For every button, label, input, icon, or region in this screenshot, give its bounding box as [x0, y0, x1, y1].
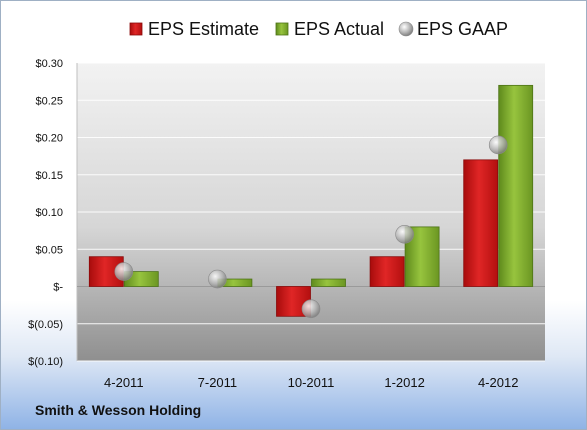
marker-eps-gaap — [301, 299, 321, 319]
x-tick-label: 4-2011 — [104, 375, 144, 390]
marker-eps-gaap — [488, 135, 508, 155]
y-tick-label: $0.05 — [35, 244, 63, 256]
legend-gaap-swatch — [398, 21, 414, 37]
y-tick-label: $0.15 — [35, 170, 63, 182]
company-name: Smith & Wesson Holding — [35, 402, 202, 418]
bar-eps-estimate — [463, 159, 499, 287]
x-tick-label: 10-2011 — [288, 375, 335, 390]
legend-gaap-label: EPS GAAP — [417, 19, 508, 39]
marker-eps-gaap — [395, 225, 414, 244]
bar-eps-estimate — [369, 256, 405, 287]
y-tick-label: $0.20 — [35, 133, 63, 145]
y-tick-label: $(0.05) — [28, 319, 63, 331]
y-tick-label: $(0.10) — [28, 356, 63, 368]
y-tick-label: $- — [53, 282, 63, 294]
bar-eps-actual — [311, 278, 346, 287]
y-tick-label: $0.10 — [35, 207, 63, 219]
marker-eps-gaap — [208, 269, 227, 289]
y-tick-label: $0.30 — [35, 58, 63, 70]
legend-estimate-swatch — [129, 22, 143, 36]
legend-actual-swatch — [275, 22, 289, 36]
bar-eps-estimate — [276, 286, 311, 317]
x-tick-label: 7-2011 — [198, 375, 238, 390]
y-tick-label: $0.25 — [35, 95, 63, 107]
legend-estimate-label: EPS Estimate — [148, 19, 259, 39]
x-tick-label: 4-2012 — [478, 375, 518, 390]
bar-eps-actual — [498, 84, 534, 287]
marker-eps-gaap — [114, 262, 134, 281]
legend-actual-label: EPS Actual — [294, 19, 384, 39]
x-tick-label: 1-2012 — [384, 375, 424, 390]
